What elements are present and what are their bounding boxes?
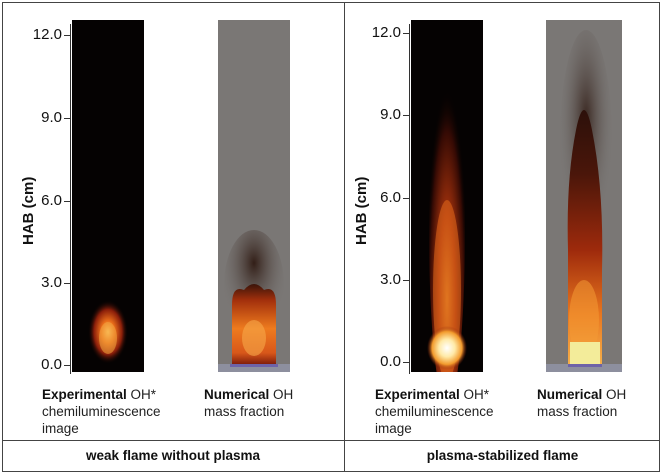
y-tick-mark: [403, 362, 409, 363]
caption-text: OH: [269, 387, 294, 402]
caption-bold: Numerical: [204, 387, 270, 402]
experimental-oh-chemiluminescence-image: [72, 20, 144, 372]
y-tick-mark: [64, 365, 70, 366]
y-tick-mark: [64, 118, 70, 119]
y-tick-mark: [403, 280, 409, 281]
caption-line: chemiluminescence: [42, 404, 161, 419]
y-tick-label: 3.0: [380, 271, 401, 288]
caption-line: chemiluminescence: [375, 404, 494, 419]
numerical-oh-mass-fraction-image: [218, 20, 290, 372]
caption-text: OH: [602, 387, 627, 402]
y-tick-mark: [64, 201, 70, 202]
y-axis-label: HAB (cm): [20, 176, 37, 245]
experimental-caption: Experimental OH* chemiluminescence image: [42, 386, 202, 437]
y-tick-mark: [403, 198, 409, 199]
caption-line: image: [375, 421, 412, 436]
numerical-caption: Numerical OH mass fraction: [204, 386, 334, 420]
caption-bold: Experimental: [42, 387, 127, 402]
y-tick-mark: [64, 35, 70, 36]
condition-label: plasma-stabilized flame: [426, 448, 579, 463]
caption-line: mass fraction: [204, 404, 285, 419]
y-tick-label: 3.0: [41, 274, 62, 291]
y-tick-label: 9.0: [380, 106, 401, 123]
experimental-oh-chemiluminescence-image: [411, 20, 483, 372]
condition-label: weak flame without plasma: [85, 448, 261, 463]
y-tick-label: 6.0: [380, 189, 401, 206]
caption-text: OH*: [126, 387, 157, 402]
footer-divider: [2, 440, 660, 441]
y-axis-line: [409, 24, 410, 374]
y-axis-line: [70, 24, 71, 374]
caption-bold: Experimental: [375, 387, 460, 402]
y-tick-label: 0.0: [380, 353, 401, 370]
caption-line: image: [42, 421, 79, 436]
y-tick-mark: [64, 283, 70, 284]
panel-plasma-stabilized-flame: HAB (cm) 12.0 9.0 6.0 3.0 0.0: [345, 0, 662, 463]
y-tick-label: 12.0: [371, 24, 401, 41]
caption-bold: Numerical: [537, 387, 603, 402]
numerical-caption: Numerical OH mass fraction: [537, 386, 662, 420]
y-tick-label: 6.0: [41, 192, 62, 209]
caption-text: OH*: [459, 387, 490, 402]
panel-weak-flame: HAB (cm) 12.0 9.0 6.0 3.0 0.0: [0, 0, 344, 463]
y-tick-label: 9.0: [41, 109, 62, 126]
caption-line: mass fraction: [537, 404, 618, 419]
y-tick-mark: [403, 115, 409, 116]
panel-divider: [344, 2, 345, 472]
y-tick-mark: [403, 33, 409, 34]
y-tick-label: 12.0: [32, 26, 62, 43]
experimental-caption: Experimental OH* chemiluminescence image: [375, 386, 535, 437]
y-axis-label: HAB (cm): [353, 176, 370, 245]
numerical-oh-mass-fraction-image: [546, 20, 622, 372]
y-tick-label: 0.0: [41, 356, 62, 373]
